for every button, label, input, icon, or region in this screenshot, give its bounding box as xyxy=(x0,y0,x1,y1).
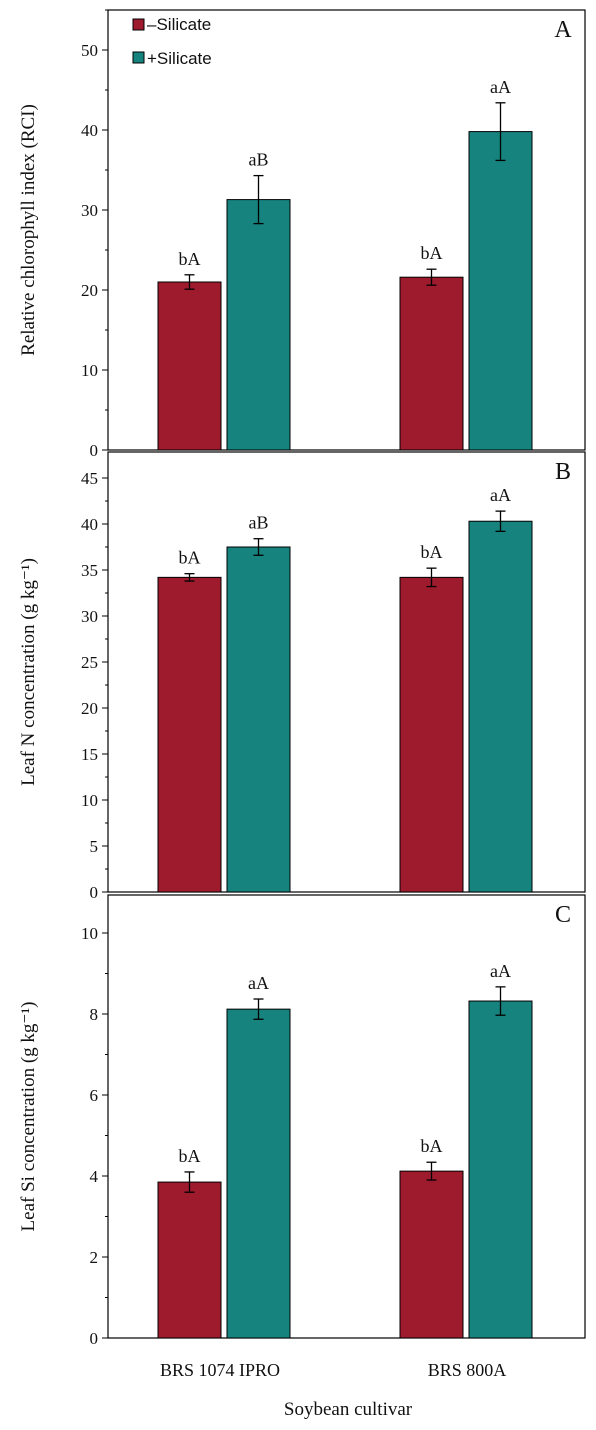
y-tick-label: 10 xyxy=(81,791,98,810)
bar xyxy=(226,1008,291,1339)
bar xyxy=(399,1170,464,1339)
bar-significance-label: aA xyxy=(490,961,511,981)
legend-swatch-minus-silicate xyxy=(132,18,145,31)
y-tick-label: 40 xyxy=(81,515,98,534)
y-tick-label: 30 xyxy=(81,607,98,626)
plot-frame xyxy=(107,894,586,1339)
y-tick-label: 10 xyxy=(81,361,98,380)
bar-significance-label: bA xyxy=(421,1136,443,1156)
bar-significance-label: bA xyxy=(421,542,443,562)
bar xyxy=(468,520,533,893)
y-tick-label: 10 xyxy=(81,924,98,943)
y-tick-label: 2 xyxy=(90,1248,99,1267)
y-tick-label: 6 xyxy=(90,1086,99,1105)
y-axis-title: Leaf Si concentration (g kg⁻¹) xyxy=(18,1002,39,1232)
bar-significance-label: aA xyxy=(248,973,269,993)
y-tick-label: 40 xyxy=(81,121,98,140)
y-tick-label: 50 xyxy=(81,41,98,60)
bar xyxy=(399,276,464,451)
bar-significance-label: bA xyxy=(421,243,443,263)
bar-significance-label: aA xyxy=(490,485,511,505)
bar-significance-label: aB xyxy=(249,150,269,170)
legend-label-plus-silicate: +Silicate xyxy=(147,49,212,68)
bar xyxy=(468,1000,533,1339)
y-tick-label: 20 xyxy=(81,281,98,300)
panel-letter: B xyxy=(555,459,571,485)
y-tick-label: 8 xyxy=(90,1005,99,1024)
y-tick-label: 45 xyxy=(81,469,98,488)
bar xyxy=(157,1181,222,1339)
y-tick-label: 20 xyxy=(81,699,98,718)
y-tick-label: 35 xyxy=(81,561,98,580)
panel-c: 0 2 4 6 8 10 Leaf Si concentration (g kg⁻¹) CbA… xyxy=(18,894,586,1348)
panel-letter: C xyxy=(555,902,571,928)
bar-significance-label: bA xyxy=(179,548,201,568)
bar xyxy=(157,576,222,893)
bar-significance-label: aB xyxy=(249,513,269,533)
y-axis-title: Relative chlorophyll index (RCI) xyxy=(18,104,39,356)
bar-significance-label: bA xyxy=(179,1146,201,1166)
bar-significance-label: aA xyxy=(490,77,511,97)
panel-letter: A xyxy=(554,17,572,43)
y-tick-label: 0 xyxy=(90,1329,99,1348)
bar-significance-label: bA xyxy=(179,249,201,269)
x-category-label: BRS 800A xyxy=(428,1360,507,1380)
y-tick-label: 15 xyxy=(81,745,98,764)
panel-a: 0 10 20 30 40 50 Relative chlorophyll index (R… xyxy=(18,9,586,460)
y-tick-label: 30 xyxy=(81,201,98,220)
legend-label-minus-silicate: –Silicate xyxy=(147,15,211,34)
legend-swatch-plus-silicate xyxy=(132,51,145,64)
bar xyxy=(157,281,222,451)
y-tick-label: 4 xyxy=(90,1167,99,1186)
legend: –Silicate +Silicate xyxy=(132,15,212,68)
bar xyxy=(226,546,291,893)
plot-frame xyxy=(107,9,586,451)
y-tick-label: 25 xyxy=(81,653,98,672)
bar xyxy=(399,576,464,893)
bar xyxy=(468,131,533,451)
y-tick-label: 0 xyxy=(90,441,99,460)
plot-frame xyxy=(107,451,586,893)
y-tick-label: 5 xyxy=(90,837,99,856)
x-category-labels: BRS 1074 IPRO BRS 800A xyxy=(160,1360,506,1380)
y-tick-label: 0 xyxy=(90,883,99,902)
panel-b: 0 5 10 15 20 25 30 35 40 45 Leaf N concentration (… xyxy=(18,451,586,902)
x-category-label: BRS 1074 IPRO xyxy=(160,1360,280,1380)
bar xyxy=(226,199,291,451)
y-axis-title: Leaf N concentration (g kg⁻¹) xyxy=(18,558,39,786)
x-axis-title: Soybean cultivar xyxy=(284,1399,413,1420)
